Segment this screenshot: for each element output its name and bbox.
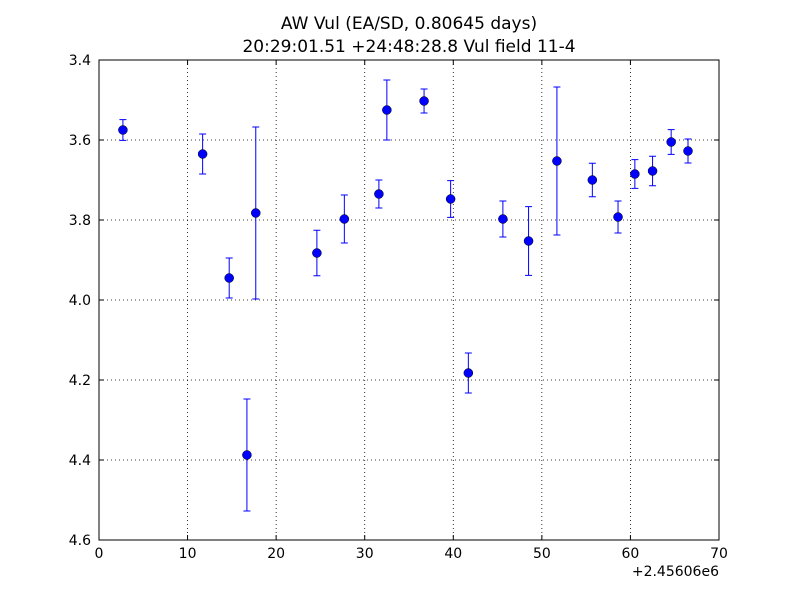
data-point — [647, 166, 658, 176]
x-tick-label: 40 — [444, 546, 462, 562]
y-tick-label: 3.8 — [69, 213, 91, 229]
x-tick-label: 50 — [533, 546, 551, 562]
data-point — [445, 194, 456, 204]
data-point — [224, 273, 234, 283]
x-offset-label: +2.45606e6 — [632, 564, 719, 580]
y-tick-label: 3.6 — [69, 133, 91, 149]
data-point — [523, 236, 534, 246]
x-tick-label: 10 — [179, 546, 197, 562]
data-point — [683, 146, 693, 156]
x-tick-label: 30 — [356, 546, 374, 562]
data-point — [419, 96, 429, 106]
x-tick-label: 0 — [95, 546, 104, 562]
x-tick-label: 70 — [710, 546, 728, 562]
y-tick-label: 4.4 — [69, 453, 91, 469]
chart-title: AW Vul (EA/SD, 0.80645 days) — [281, 14, 537, 34]
data-point — [251, 208, 261, 218]
y-tick-label: 4.6 — [69, 533, 91, 549]
data-point — [312, 248, 322, 258]
data-point — [118, 125, 128, 135]
data-point — [197, 149, 208, 159]
data-point — [339, 214, 350, 224]
data-point — [242, 450, 252, 460]
data-point — [613, 212, 623, 222]
chart-subtitle: 20:29:01.51 +24:48:28.8 Vul field 11-4 — [242, 37, 575, 57]
y-tick-label: 4.2 — [69, 373, 91, 389]
data-point — [666, 137, 676, 147]
data-point — [382, 105, 392, 115]
data-point — [463, 368, 474, 378]
x-tick-label: 20 — [267, 546, 285, 562]
data-point — [587, 175, 598, 185]
data-point — [374, 189, 384, 199]
data-point — [630, 169, 640, 179]
data-point — [498, 214, 508, 224]
y-tick-label: 3.4 — [69, 53, 91, 69]
y-tick-label: 4.0 — [69, 293, 91, 309]
data-point — [552, 156, 562, 166]
plot-frame — [98, 59, 720, 541]
x-tick-label: 60 — [622, 546, 640, 562]
